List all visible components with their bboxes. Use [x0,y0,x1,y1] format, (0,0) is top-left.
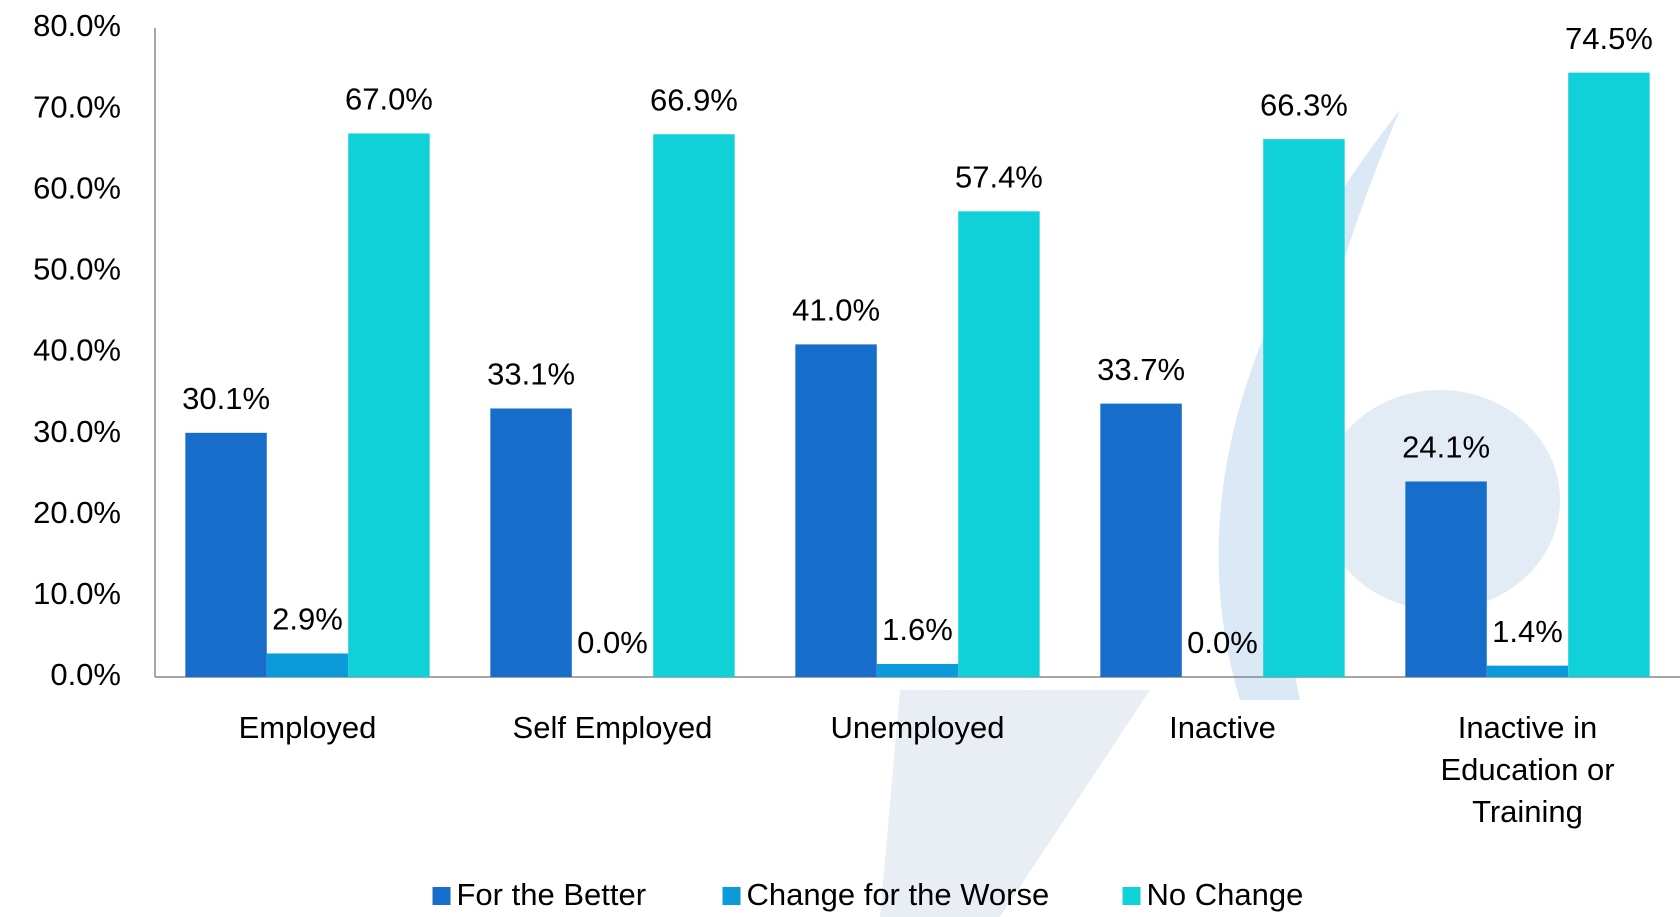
y-tick-label: 40.0% [33,333,121,368]
legend-label: Change for the Worse [747,877,1050,912]
data-label: 66.3% [1260,87,1348,122]
bar [185,432,267,677]
data-label: 33.7% [1097,352,1185,387]
legend-swatch [432,887,451,905]
background-shape [880,690,1150,917]
data-label: 2.9% [272,602,343,637]
bar [653,134,735,677]
data-label: 1.6% [882,612,953,647]
data-label: 24.1% [1402,430,1490,465]
bar [490,408,572,677]
x-tick-label-box: Inactive in Education or Training [1440,710,1615,829]
x-tick-label: Self Employed [512,710,713,745]
y-tick-label: 30.0% [33,414,121,449]
legend-label: No Change [1147,877,1304,912]
data-label: 57.4% [955,160,1043,195]
bar [1486,665,1569,677]
bar [266,653,349,677]
bar [795,344,877,677]
legend-swatch [722,887,741,905]
x-tick-label-box: Unemployed [830,710,1005,745]
x-tick-label-box: Inactive [1169,710,1276,745]
x-tick-label-box: Self Employed [512,710,713,745]
data-label: 66.9% [650,82,738,117]
bar [348,133,430,677]
bar [1568,72,1650,677]
bar [1263,139,1345,678]
y-tick-label: 80.0% [33,8,121,43]
y-tick-label: 50.0% [33,252,121,287]
bar [1100,403,1182,677]
data-label: 67.0% [345,82,433,117]
y-tick-label: 20.0% [33,495,121,530]
data-label: 74.5% [1565,21,1653,56]
y-tick-label: 0.0% [50,657,121,692]
data-label: 41.0% [792,293,880,328]
y-tick-label: 10.0% [33,576,121,611]
data-label: 33.1% [487,357,575,392]
x-tick-label: Unemployed [830,710,1005,745]
y-tick-label: 60.0% [33,170,121,205]
data-label: 30.1% [182,381,270,416]
y-tick-label: 70.0% [33,89,121,124]
bar [876,664,959,677]
x-tick-label: Employed [238,710,377,745]
data-label: 1.4% [1492,614,1563,649]
bar [958,211,1040,677]
data-label: 0.0% [577,625,648,660]
legend-label: For the Better [457,877,647,912]
legend-swatch [1122,887,1141,905]
x-tick-label: Inactive in Education or Training [1440,710,1615,829]
x-tick-label: Inactive [1169,710,1276,745]
x-tick-label-box: Employed [238,710,377,745]
data-label: 0.0% [1187,625,1258,660]
bar [1405,481,1487,677]
